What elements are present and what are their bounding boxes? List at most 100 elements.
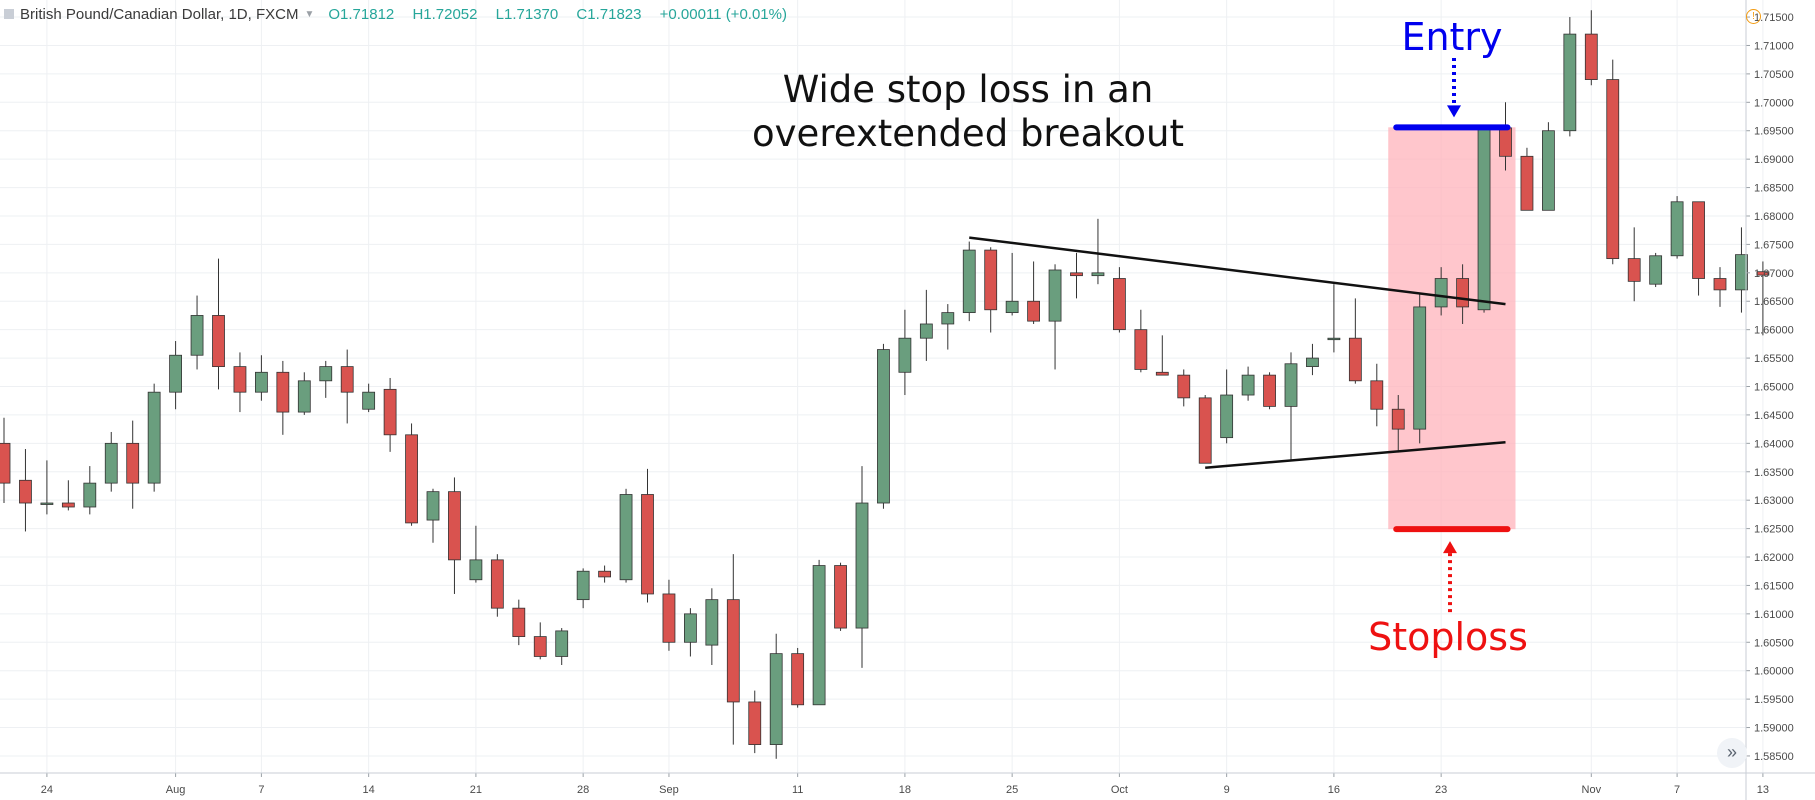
price-tick-label: 1.70500 <box>1754 69 1794 81</box>
candle-down <box>641 494 654 595</box>
candle-up <box>1220 394 1234 439</box>
date-tick-label: Nov <box>1582 784 1602 796</box>
candle-up <box>147 391 161 484</box>
trendline[interactable] <box>969 236 1506 306</box>
candle-up <box>855 502 869 629</box>
date-tick-label: Oct <box>1111 784 1128 796</box>
candle-down <box>1520 155 1534 211</box>
date-tick-label: Aug <box>166 784 186 796</box>
scroll-to-realtime-icon[interactable]: » <box>1717 738 1747 768</box>
date-tick-label: 9 <box>1224 784 1230 796</box>
price-tick-label: 1.59000 <box>1754 723 1794 735</box>
candle-up <box>962 249 976 314</box>
candle-down <box>1606 79 1620 260</box>
date-tick-label: 16 <box>1328 784 1340 796</box>
candle-up <box>1670 201 1684 257</box>
candle-up <box>684 613 697 643</box>
candle-down <box>448 491 461 561</box>
candle-up <box>1563 33 1577 132</box>
candle-down <box>1263 374 1276 407</box>
candle-down <box>1370 380 1384 410</box>
candles <box>0 10 1770 759</box>
trendline[interactable] <box>1205 440 1506 470</box>
candle-up <box>426 491 440 521</box>
time-axis[interactable]: 24 Aug 7 14 21 28 Sep 11 18 25 Oct 9 16 23 Nov 7 13 <box>0 772 1815 796</box>
price-tick-label: 1.64500 <box>1754 410 1794 422</box>
date-tick-label: 14 <box>363 784 375 796</box>
entry-label: Entry <box>1401 15 1502 59</box>
date-tick-label: 11 <box>792 784 803 796</box>
chevron-down-icon[interactable]: ▼ <box>304 8 315 20</box>
price-tick-label: 1.65000 <box>1754 382 1794 394</box>
candle-down <box>1027 300 1040 322</box>
candle-down <box>598 570 611 578</box>
candle-up <box>898 337 912 373</box>
candle-down <box>1198 397 1212 464</box>
date-tick-label: 21 <box>470 784 482 796</box>
candle-up <box>1477 127 1491 311</box>
price-tick-label: 1.62000 <box>1754 552 1794 564</box>
candle-down <box>726 599 740 703</box>
date-tick-label: 23 <box>1435 784 1447 796</box>
price-tick-label: 1.67000 <box>1754 268 1794 280</box>
candle-up <box>362 391 376 410</box>
candle-up <box>254 371 268 393</box>
candle-down <box>490 559 504 609</box>
candle-up <box>169 354 183 393</box>
change-value: +0.00011 (+0.01%) <box>659 5 787 23</box>
date-tick-label: 7 <box>1674 784 1680 796</box>
candle-down <box>276 371 290 413</box>
date-tick-label: 13 <box>1757 784 1769 796</box>
chart-header: British Pound/Canadian Dollar, 1D, FXCM … <box>0 0 801 28</box>
candle-up <box>919 323 933 339</box>
candle-down <box>383 388 397 436</box>
candle-down <box>19 479 32 504</box>
collapse-icon[interactable] <box>4 9 14 19</box>
close-value: C1.71823 <box>576 5 642 23</box>
candle-down <box>233 366 247 393</box>
price-tick-label: 1.63000 <box>1754 495 1794 507</box>
candle-up <box>1413 306 1427 430</box>
candle-down <box>1134 329 1148 370</box>
candle-down <box>0 442 11 484</box>
date-tick-label: Sep <box>659 784 679 796</box>
price-tick-label: 1.66000 <box>1754 325 1794 337</box>
date-tick-label: 25 <box>1006 784 1018 796</box>
high-value: H1.72052 <box>412 5 478 23</box>
candle-down <box>1391 408 1405 430</box>
candle-down <box>533 636 547 657</box>
candle-up <box>1005 300 1019 314</box>
candle-up <box>469 559 483 581</box>
ohlc-readout: O1.71812 H1.72052 L1.71370 C1.71823 +0.0… <box>328 6 801 23</box>
candle-down <box>1155 371 1169 376</box>
price-tick-label: 1.66500 <box>1754 296 1794 308</box>
candle-up <box>190 315 204 356</box>
candle-down <box>1113 278 1126 331</box>
symbol-title[interactable]: British Pound/Canadian Dollar, 1D, FXCM <box>20 5 299 23</box>
alert-icon[interactable]: ! <box>1746 9 1761 24</box>
candle-up <box>1306 357 1319 368</box>
price-tick-label: 1.60000 <box>1754 666 1794 678</box>
date-tick-label: 28 <box>577 784 589 796</box>
risk-zone <box>1388 127 1516 530</box>
candle-up <box>619 494 633 581</box>
annotation-title-line2: overextended breakout <box>752 112 1184 155</box>
candle-down <box>748 701 762 745</box>
candle-up <box>1327 337 1341 341</box>
price-tick-label: 1.62500 <box>1754 524 1794 536</box>
low-value: L1.71370 <box>495 5 559 23</box>
candle-up <box>1048 269 1062 322</box>
candle-down <box>61 502 75 508</box>
stoploss-label: Stoploss <box>1368 615 1528 659</box>
price-tick-label: 1.69000 <box>1754 154 1794 166</box>
price-tick-label: 1.71500 <box>1754 12 1794 24</box>
price-tick-label: 1.68500 <box>1754 183 1794 195</box>
candle-down <box>512 607 526 637</box>
price-axis[interactable]: 1.71500 1.71000 1.70500 1.70000 1.69500 1.690… <box>1745 0 1794 800</box>
candle-down <box>1456 278 1469 308</box>
candle-down <box>1348 337 1362 382</box>
price-tick-label: 1.60500 <box>1754 637 1794 649</box>
candle-down <box>1177 374 1191 399</box>
candle-down <box>1713 278 1727 291</box>
